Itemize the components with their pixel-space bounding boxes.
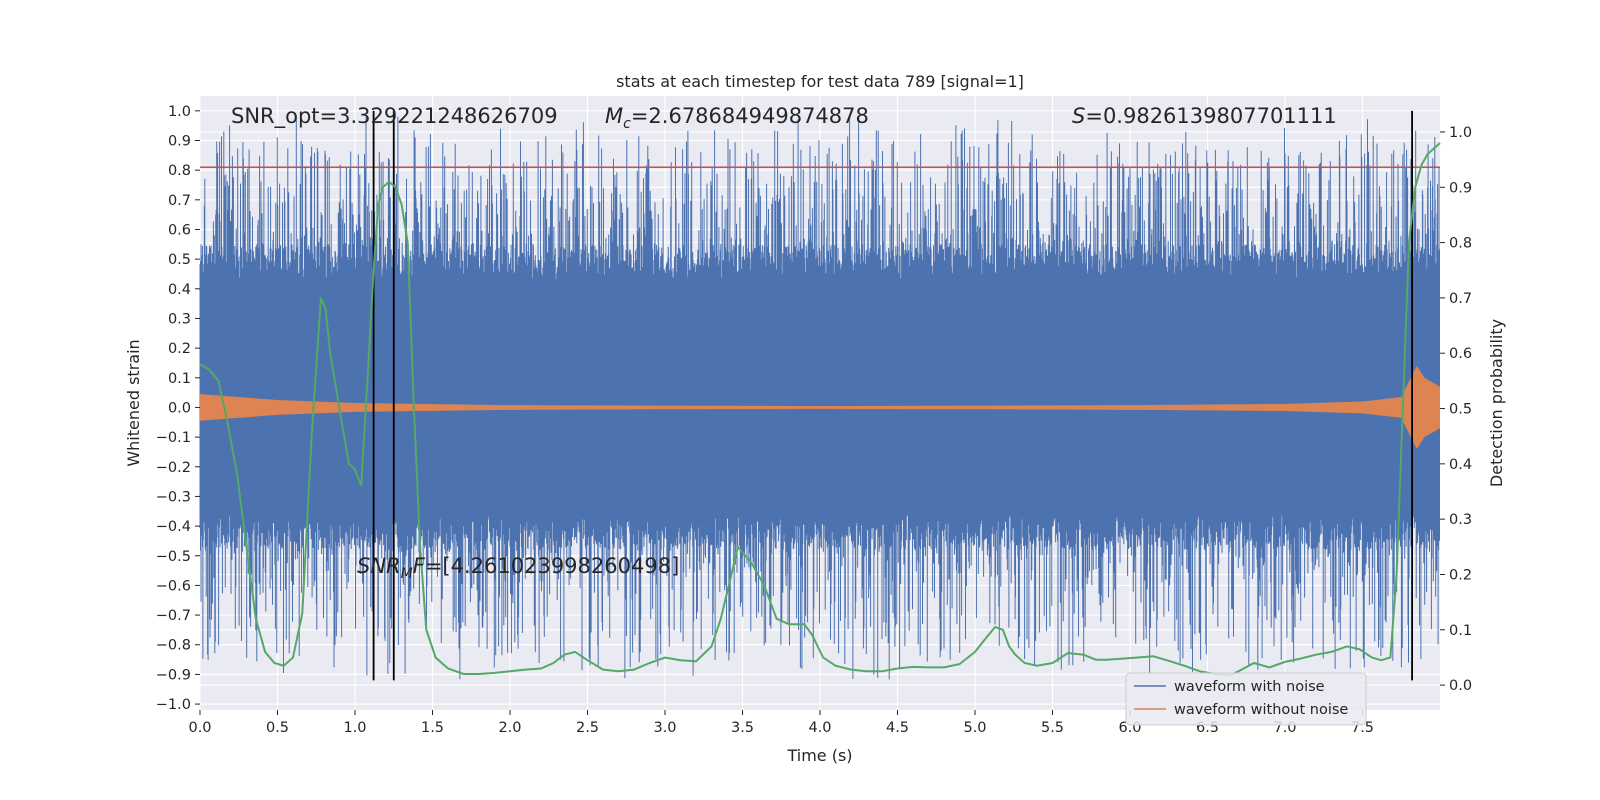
y-tick-label-13: −0.3 (156, 489, 191, 505)
y2-tick-label-5: 0.5 (1449, 402, 1472, 418)
x-tick-label-5: 2.5 (576, 720, 599, 736)
x-tick-label-8: 4.0 (808, 720, 831, 736)
y2-tick-label-10: 0.0 (1449, 678, 1472, 694)
y2-tick-label-8: 0.2 (1449, 567, 1472, 583)
y-tick-label-10: 0.0 (168, 400, 191, 416)
y-ticks-left: 1.0 0.9 0.8 0.7 0.6 0.5 0.4 0.3 0.2 0.1 0.0 −0.1 −0.… (156, 104, 200, 713)
annotation-chirp-mass: Mc=2.678684949874878 (605, 104, 869, 132)
y-ticks-right: 1.0 0.9 0.8 0.7 0.6 0.5 0.4 0.3 0.2 0.1 0.0 (1440, 125, 1472, 694)
legend-box (1125, 672, 1367, 726)
y2-tick-label-1: 0.9 (1449, 180, 1472, 196)
annotation-snr-mf-sub: M (401, 566, 413, 582)
legend-label-noise: waveform with noise (1174, 679, 1325, 695)
y2-tick-label-2: 0.8 (1449, 236, 1472, 252)
annotation-snr-mf-value: =[4.261023998260498] (425, 554, 679, 578)
y-tick-label-14: −0.4 (156, 519, 191, 535)
y2-tick-label-4: 0.6 (1449, 346, 1472, 362)
y-tick-label-11: −0.1 (156, 430, 191, 446)
x-ticks: 0.0 0.5 1.0 1.5 2.0 2.5 3.0 3.5 4.0 4.5 5.0 5.5 6.0 6… (188, 710, 1374, 736)
x-tick-label-1: 0.5 (266, 720, 289, 736)
y2-tick-label-7: 0.3 (1449, 512, 1472, 528)
y-tick-label-19: −0.9 (156, 667, 191, 683)
marker-lines (372, 110, 1413, 681)
series-waveform-without-noise (200, 365, 1440, 449)
annotation-s-value: =0.9826139807701111 (1085, 104, 1336, 128)
y-tick-label-20: −1.0 (156, 697, 191, 713)
y-tick-label-3: 0.7 (168, 193, 191, 209)
x-tick-label-7: 3.5 (731, 720, 754, 736)
y-axis-label: Whitened strain (124, 339, 143, 466)
annotation-snr-opt: SNR_opt=3.329221248626709 (231, 104, 558, 129)
y-tick-label-4: 0.6 (168, 222, 191, 238)
y-tick-label-2: 0.8 (168, 163, 191, 179)
y2-axis-label: Detection probability (1487, 319, 1506, 487)
annotation-snr-mf-sym2: F (413, 554, 426, 578)
y-tick-label-5: 0.5 (168, 252, 191, 268)
x-tick-label-10: 5.0 (963, 720, 986, 736)
y-tick-label-17: −0.7 (156, 608, 191, 624)
y-tick-label-15: −0.5 (156, 549, 191, 565)
annotation-s: S=0.9826139807701111 (1072, 104, 1337, 128)
y2-tick-label-0: 1.0 (1449, 125, 1472, 141)
clean-waveform-fill (200, 365, 1440, 449)
annotation-chirp-mass-symbol: M (605, 104, 623, 128)
annotation-s-symbol: S (1072, 104, 1085, 128)
y-tick-label-12: −0.2 (156, 460, 191, 476)
series-detection-probability (199, 142, 1441, 677)
annotation-chirp-mass-sub: c (623, 116, 631, 132)
y-tick-label-9: 0.1 (168, 371, 191, 387)
y-tick-label-0: 1.0 (168, 104, 191, 120)
legend: waveform with noise waveform without noi… (1125, 672, 1367, 726)
y-tick-label-1: 0.9 (168, 133, 191, 149)
chart-title: stats at each timestep for test data 789… (616, 72, 1024, 91)
y2-tick-label-3: 0.7 (1449, 291, 1472, 307)
y-tick-label-8: 0.2 (168, 341, 191, 357)
x-tick-label-9: 4.5 (886, 720, 909, 736)
x-tick-label-3: 1.5 (421, 720, 444, 736)
x-tick-label-4: 2.0 (498, 720, 521, 736)
annotation-chirp-mass-value: =2.678684949874878 (631, 104, 869, 128)
legend-label-clean: waveform without noise (1174, 702, 1348, 718)
y-tick-label-18: −0.8 (156, 638, 191, 654)
detection-probability-line (199, 142, 1441, 677)
x-tick-label-2: 1.0 (343, 720, 366, 736)
y-tick-label-6: 0.4 (168, 282, 191, 298)
y2-tick-label-6: 0.4 (1449, 457, 1472, 473)
y2-tick-label-9: 0.1 (1449, 623, 1472, 639)
annotation-snr-mf-symbol: SNR (357, 554, 401, 578)
x-axis-label: Time (s) (786, 746, 852, 765)
x-tick-label-0: 0.0 (188, 720, 211, 736)
annotation-snr-mf: SNRMF=[4.261023998260498] (357, 554, 679, 582)
y-tick-label-7: 0.3 (168, 311, 191, 327)
y-tick-label-16: −0.6 (156, 578, 191, 594)
x-tick-label-11: 5.5 (1041, 720, 1064, 736)
x-tick-label-6: 3.0 (653, 720, 676, 736)
